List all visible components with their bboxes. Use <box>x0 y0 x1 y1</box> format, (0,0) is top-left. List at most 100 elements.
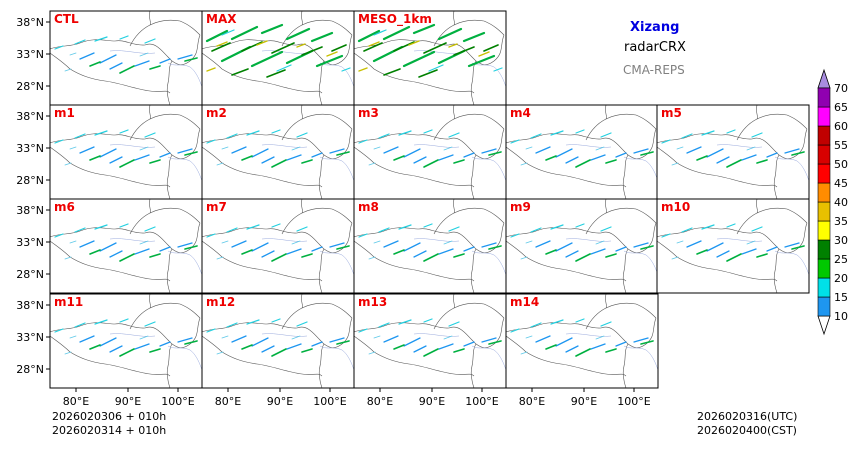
y-tick-label: 33°N <box>16 48 44 61</box>
panel-background <box>202 105 354 199</box>
colorbar-label: 20 <box>834 272 848 285</box>
x-tick-label: 90°E <box>419 395 445 408</box>
y-tick-label: 38°N <box>16 110 44 123</box>
panel-background <box>657 199 809 293</box>
panel-m2: m2 <box>201 104 355 200</box>
init-time-1: 2026020306 + 010h <box>52 410 167 423</box>
colorbar-label: 50 <box>834 158 848 171</box>
colorbar-segment <box>817 125 831 146</box>
panel-m10: m10 <box>656 198 810 294</box>
x-tick-label: 80°E <box>215 395 241 408</box>
colorbar-label: 65 <box>834 101 848 114</box>
colorbar-label: 55 <box>834 139 848 152</box>
y-tick-label: 33°N <box>16 331 44 344</box>
region-title: Xizang <box>630 20 680 35</box>
panel-meso_1km: MESO_1km <box>353 10 507 106</box>
y-tick-label: 33°N <box>16 236 44 249</box>
panel-m6: m6 <box>49 198 203 294</box>
x-tick-label: 90°E <box>115 395 141 408</box>
colorbar-label: 25 <box>834 253 848 266</box>
x-tick-label: 80°E <box>63 395 89 408</box>
colorbar-segment <box>817 201 831 222</box>
panel-label: m2 <box>206 106 227 120</box>
panel-m14: m14 <box>505 293 659 389</box>
colorbar-label: 40 <box>834 196 848 209</box>
panel-label: MAX <box>206 12 237 26</box>
panel-m12: m12 <box>201 293 355 389</box>
panel-background <box>506 199 658 293</box>
panel-label: m4 <box>510 106 531 120</box>
panel-m9: m9 <box>505 198 659 294</box>
panel-label: MESO_1km <box>358 12 432 27</box>
colorbar-segment <box>817 296 831 317</box>
panel-m8: m8 <box>353 198 507 294</box>
colorbar-segment <box>817 182 831 203</box>
colorbar-over-triangle <box>817 68 831 89</box>
panel-background <box>50 199 202 293</box>
panel-label: m8 <box>358 200 379 214</box>
panel-label: m6 <box>54 200 75 214</box>
colorbar-segment <box>817 106 831 127</box>
colorbar-under-triangle <box>817 315 831 336</box>
panel-m3: m3 <box>353 104 507 200</box>
panel-background <box>50 11 202 105</box>
colorbar-segment <box>817 87 831 108</box>
panel-background <box>50 294 202 388</box>
product-title: radarCRX <box>624 40 686 55</box>
x-tick-label: 90°E <box>571 395 597 408</box>
panel-m4: m4 <box>505 104 659 200</box>
x-tick-label: 100°E <box>617 395 650 408</box>
panel-background <box>657 105 809 199</box>
colorbar-segment <box>817 277 831 298</box>
panel-label: m9 <box>510 200 531 214</box>
panel-label: m3 <box>358 106 379 120</box>
y-tick-label: 38°N <box>16 16 44 29</box>
panel-ctl: CTL <box>49 10 203 106</box>
x-tick-label: 90°E <box>267 395 293 408</box>
colorbar-label: 30 <box>834 234 848 247</box>
colorbar-label: 35 <box>834 215 848 228</box>
y-tick-label: 28°N <box>16 80 44 93</box>
colorbar-segment <box>817 163 831 184</box>
panel-m13: m13 <box>353 293 507 389</box>
panel-label: m13 <box>358 295 387 309</box>
panel-label: m12 <box>206 295 235 309</box>
panel-background <box>354 294 506 388</box>
panel-max: MAX <box>201 10 355 106</box>
colorbar: 10 15 20 25 30 35 40 45 50 55 60 65 70 <box>817 68 848 336</box>
colorbar-segment <box>817 258 831 279</box>
panel-background <box>50 105 202 199</box>
x-tick-label: 80°E <box>367 395 393 408</box>
x-tick-label: 100°E <box>465 395 498 408</box>
panel-background <box>354 105 506 199</box>
panel-label: m11 <box>54 295 83 309</box>
panel-m5: m5 <box>656 104 810 200</box>
panel-label: CTL <box>54 12 79 26</box>
panel-label: m1 <box>54 106 75 120</box>
panel-background <box>202 294 354 388</box>
y-tick-label: 28°N <box>16 268 44 281</box>
valid-time-utc: 2026020316(UTC) <box>697 410 798 423</box>
colorbar-segment <box>817 220 831 241</box>
panel-background <box>202 199 354 293</box>
y-tick-label: 38°N <box>16 299 44 312</box>
panel-label: m5 <box>661 106 682 120</box>
valid-time-cst: 2026020400(CST) <box>697 424 797 437</box>
system-title: CMA-REPS <box>623 63 685 77</box>
panel-background <box>506 105 658 199</box>
colorbar-label: 15 <box>834 291 848 304</box>
x-tick-label: 80°E <box>519 395 545 408</box>
y-tick-label: 28°N <box>16 363 44 376</box>
panel-background <box>506 294 658 388</box>
panel-label: m10 <box>661 200 690 214</box>
panel-m11: m11 <box>49 293 203 389</box>
x-tick-label: 100°E <box>313 395 346 408</box>
y-tick-label: 33°N <box>16 142 44 155</box>
init-time-2: 2026020314 + 010h <box>52 424 167 437</box>
panel-label: m7 <box>206 200 227 214</box>
panel-frame <box>656 198 810 294</box>
colorbar-label: 45 <box>834 177 848 190</box>
colorbar-label: 60 <box>834 120 848 133</box>
